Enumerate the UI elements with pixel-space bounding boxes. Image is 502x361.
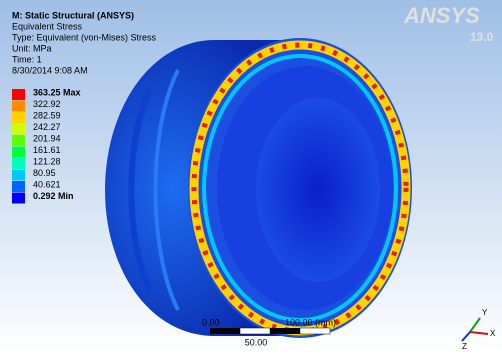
version: 13.0 [470, 30, 494, 44]
tire-model [105, 38, 412, 338]
axis-z-label: Z [462, 342, 467, 351]
info-line: Equivalent Stress [12, 21, 83, 31]
scale-seg [210, 328, 240, 334]
legend-swatch [12, 193, 25, 204]
legend-label: 363.25 Max [33, 87, 81, 97]
legend-swatch [12, 89, 25, 100]
scale-seg [270, 328, 300, 334]
legend-label: 201.94 [33, 133, 61, 143]
info-line: 8/30/2014 9:08 AM [12, 65, 88, 75]
legend-label: 121.28 [33, 156, 61, 166]
scale-mid: 50.00 [245, 337, 268, 347]
legend-swatch [12, 158, 25, 169]
scale-start: 0.00 [202, 317, 220, 327]
logo: ANSYS [403, 3, 480, 28]
axis-y-label: Y [482, 308, 488, 317]
axis-x-label: X [490, 329, 496, 338]
legend-swatch [12, 147, 25, 158]
info-line: Time: 1 [12, 54, 42, 64]
scale-seg [240, 328, 270, 334]
legend-swatch [12, 135, 25, 146]
scale-seg [300, 328, 330, 334]
legend-label: 242.27 [33, 122, 61, 132]
legend-swatch [12, 101, 25, 112]
info-line: Type: Equivalent (von-Mises) Stress [12, 32, 157, 42]
legend-label: 282.59 [33, 110, 61, 120]
legend-swatch [12, 124, 25, 135]
result-title: M: Static Structural (ANSYS) [12, 10, 134, 20]
legend-swatch [12, 112, 25, 123]
scale-end: 100.00 (mm) [285, 317, 336, 327]
viewport: M: Static Structural (ANSYS) Equivalent … [0, 0, 502, 356]
legend-swatch [12, 170, 25, 181]
legend-label: 322.92 [33, 99, 61, 109]
legend-label: 40.621 [33, 179, 61, 189]
legend-label: 161.61 [33, 145, 61, 155]
info-line: Unit: MPa [12, 43, 52, 53]
legend-label: 80.95 [33, 168, 56, 178]
legend-label: 0.292 Min [33, 191, 74, 201]
hub-face [256, 98, 380, 282]
legend-swatch [12, 181, 25, 192]
